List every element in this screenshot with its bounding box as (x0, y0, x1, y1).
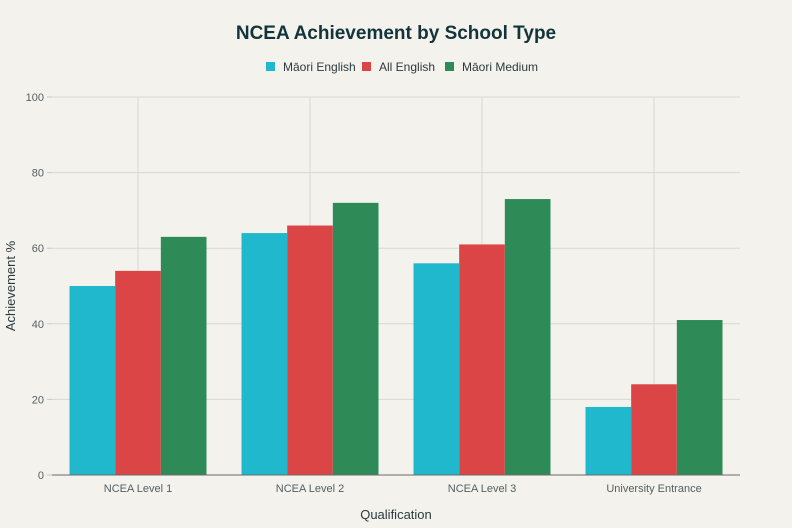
legend-swatch (445, 62, 454, 71)
y-tick-label: 80 (32, 168, 44, 180)
legend-swatch (266, 62, 275, 71)
bar (504, 199, 551, 475)
bar (459, 244, 505, 475)
y-tick-label: 100 (26, 92, 44, 104)
y-tick-label: 20 (32, 394, 44, 406)
x-axis-label: Qualification (360, 507, 432, 522)
bar (631, 384, 677, 475)
bar (585, 406, 632, 475)
x-tick-label: NCEA Level 1 (104, 483, 172, 495)
x-tick-label: University Entrance (606, 483, 701, 495)
bar (676, 320, 723, 475)
legend: Māori English All English Māori Medium (266, 60, 538, 74)
legend-label: Māori Medium (462, 60, 538, 74)
x-tick-label: NCEA Level 2 (276, 483, 344, 495)
bar (413, 263, 460, 475)
y-axis-label: Achievement % (3, 240, 18, 331)
legend-swatch (362, 62, 371, 71)
x-tick-label: NCEA Level 3 (448, 483, 516, 495)
bars (69, 199, 723, 475)
x-axis: NCEA Level 1 NCEA Level 2 NCEA Level 3 Univ… (52, 474, 740, 495)
y-tick-label: 40 (32, 319, 44, 331)
y-axis: 0 20 40 60 80 100 (26, 92, 52, 482)
y-tick-label: 60 (32, 243, 44, 255)
legend-label: All English (379, 60, 435, 74)
bar (160, 236, 207, 475)
bar (69, 286, 116, 475)
bar (241, 233, 288, 475)
y-tick-label: 0 (38, 470, 44, 482)
bar (287, 225, 333, 475)
legend-label: Māori English (283, 60, 356, 74)
bar (332, 202, 379, 475)
bar (115, 270, 161, 475)
chart-title: NCEA Achievement by School Type (236, 23, 556, 44)
